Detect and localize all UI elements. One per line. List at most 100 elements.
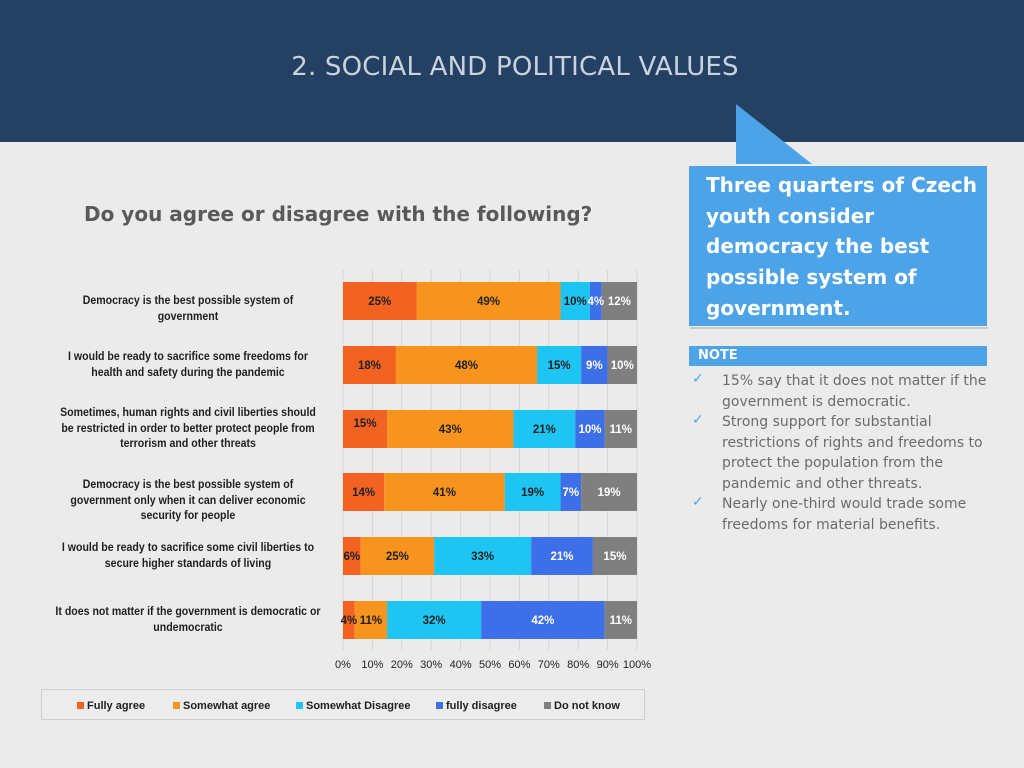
legend-label: Fully agree	[87, 700, 146, 712]
legend-item-somewhat-disagree: Somewhat Disagree	[296, 700, 411, 712]
bar-segment	[604, 410, 637, 448]
bar-segment	[354, 601, 388, 639]
slide-title: 2. SOCIAL AND POLITICAL VALUES	[291, 52, 739, 82]
bar-segment	[434, 537, 532, 575]
data-label: 21%	[551, 551, 574, 563]
bar-segment	[604, 601, 637, 639]
data-label: 32%	[423, 615, 446, 627]
bar-segment	[592, 537, 637, 575]
data-label: 14%	[352, 487, 375, 499]
bar-segment	[343, 537, 361, 575]
category-label: I would be ready to sacrifice some freed…	[68, 351, 308, 379]
x-tick-label: 20%	[391, 659, 413, 671]
legend-label: Do not know	[554, 700, 620, 712]
data-label: 48%	[455, 360, 478, 372]
category-label: It does not matter if the government is …	[55, 606, 321, 634]
bar-segment	[575, 410, 605, 448]
bar-segment	[343, 346, 396, 384]
legend-item-fully-agree: Fully agree	[77, 700, 145, 712]
bar-segment	[513, 410, 576, 448]
data-label: 15%	[603, 551, 626, 563]
legend-swatch	[296, 702, 303, 709]
legend-item-somewhat-agree: Somewhat agree	[173, 700, 270, 712]
bar-segment	[601, 282, 637, 320]
bar-layer	[343, 282, 637, 639]
bar-segment	[581, 346, 608, 384]
legend-label: Somewhat agree	[183, 700, 271, 712]
x-tick-label: 60%	[508, 659, 530, 671]
bar-segment	[343, 410, 388, 448]
category-label: Democracy is the best possible system of…	[82, 295, 294, 323]
bar-segment	[504, 473, 561, 511]
tick-layer: 0% 10% 20% 30% 40% 50% 60% 70% 80% 90% 100%	[335, 659, 651, 671]
data-label: 4%	[341, 615, 358, 627]
bar-segment	[416, 282, 561, 320]
data-label: 10%	[578, 424, 601, 436]
bar-segment	[395, 346, 538, 384]
data-label: 6%	[344, 551, 361, 563]
bar-segment	[387, 410, 514, 448]
note-header-bar	[689, 346, 987, 366]
bar-segment	[384, 473, 505, 511]
data-label: 12%	[608, 296, 631, 308]
data-label: 10%	[611, 360, 634, 372]
x-tick-label: 40%	[450, 659, 472, 671]
category-label: I would be ready to sacrifice some civil…	[61, 542, 315, 570]
bar-segment	[560, 282, 590, 320]
legend-swatch	[544, 702, 551, 709]
legend-swatch	[77, 702, 84, 709]
legend-item-fully-disagree: fully disagree	[436, 700, 517, 712]
data-label: 7%	[563, 487, 580, 499]
bar-segment	[581, 473, 637, 511]
callout-pointer	[736, 104, 812, 164]
check-icon: ✓	[692, 412, 704, 428]
legend-label: Somewhat Disagree	[306, 700, 411, 712]
bar-segment	[537, 346, 582, 384]
data-label: 15%	[548, 360, 571, 372]
header-bar	[0, 0, 1024, 142]
category-label: Sometimes, human rights and civil libert…	[60, 407, 316, 450]
data-label: 11%	[610, 615, 632, 627]
data-label: 4%	[588, 296, 605, 308]
grid-layer	[342, 270, 638, 650]
note-item: Strong support for substantial restricti…	[722, 414, 983, 492]
bar-segment	[531, 537, 593, 575]
note-item: 15% say that it does not matter if the g…	[722, 373, 987, 410]
data-label: 15%	[354, 418, 377, 430]
bar-segment	[387, 601, 482, 639]
bar-segment	[360, 537, 435, 575]
x-tick-label: 80%	[567, 659, 589, 671]
data-label: 25%	[386, 551, 409, 563]
data-label: 10%	[564, 296, 587, 308]
check-icon: ✓	[692, 494, 704, 510]
data-label: 25%	[368, 296, 391, 308]
x-tick-label: 50%	[479, 659, 501, 671]
data-label: 19%	[598, 487, 621, 499]
note-title: NOTE	[698, 348, 738, 363]
data-label: 41%	[433, 487, 456, 499]
bar-segment	[343, 601, 355, 639]
check-icon: ✓	[692, 371, 704, 387]
data-label: 42%	[531, 615, 554, 627]
label-layer: 25% 49% 10% 4% 12%18% 48% 15% 9% 10%15% 43% 21% 10%…	[341, 296, 634, 627]
callout-box	[689, 166, 987, 326]
note-item: Nearly one-third would trade some freedo…	[722, 496, 967, 533]
bar-segment	[343, 473, 385, 511]
data-label: 11%	[610, 424, 632, 436]
x-tick-label: 70%	[538, 659, 560, 671]
data-label: 21%	[533, 424, 556, 436]
bar-segment	[589, 282, 602, 320]
chart-title: Do you agree or disagree with the follow…	[84, 202, 593, 226]
x-tick-label: 0%	[335, 659, 351, 671]
x-tick-label: 90%	[597, 659, 619, 671]
bar-segment	[343, 282, 417, 320]
data-label: 49%	[477, 296, 500, 308]
x-tick-label: 100%	[623, 659, 651, 671]
data-label: 11%	[360, 615, 382, 627]
x-tick-label: 30%	[420, 659, 442, 671]
legend-label: fully disagree	[446, 700, 517, 712]
legend-swatch	[173, 702, 180, 709]
callout-text: Three quarters of Czech youth consider d…	[706, 173, 977, 320]
data-label: 19%	[521, 487, 544, 499]
